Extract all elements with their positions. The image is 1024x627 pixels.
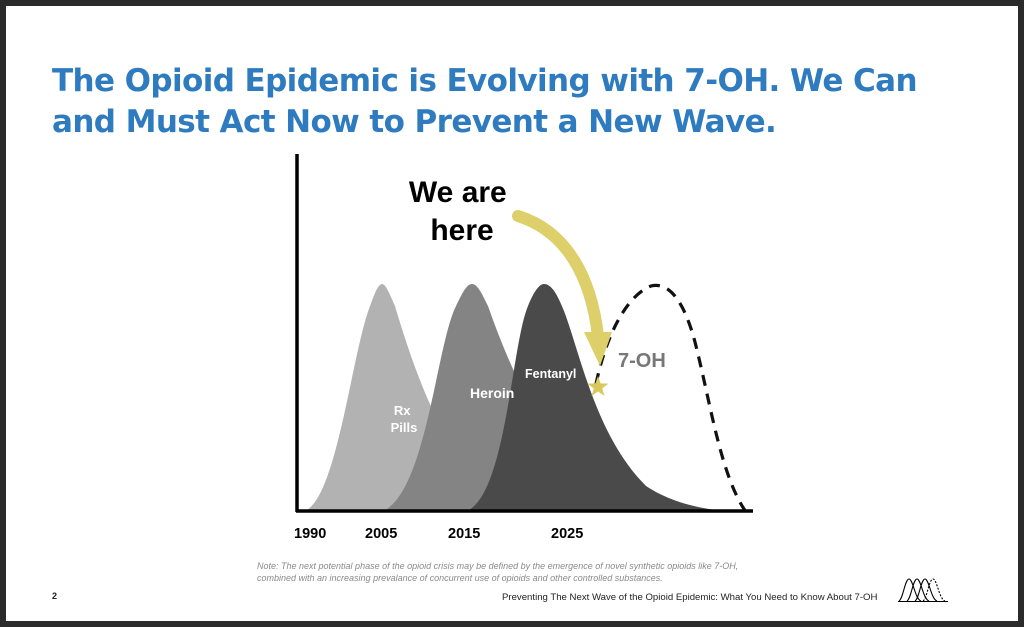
x-tick-label: 2005 (365, 526, 397, 542)
wave-7oh (594, 283, 748, 513)
page-number: 2 (52, 591, 58, 601)
annotation-we-are-here: We are here (409, 176, 515, 247)
series-label-7oh: 7-OH (618, 350, 666, 372)
series-label-fentanyl: Fentanyl (525, 367, 576, 381)
x-tick-label: 2025 (551, 526, 583, 542)
slide-title: The Opioid Epidemic is Evolving with 7-O… (52, 63, 918, 140)
annotation-arrow (512, 210, 604, 342)
wave-fentanyl (464, 284, 746, 512)
footer-title: Preventing The Next Wave of the Opioid E… (502, 592, 878, 603)
x-tick-label: 2015 (448, 526, 480, 542)
series-label-heroin: Heroin (470, 385, 514, 401)
series-label-rx-pills: Rx Pills (391, 403, 418, 435)
waves-logo (898, 578, 948, 603)
current-position-star (587, 376, 609, 396)
annotation-arrowhead (584, 332, 612, 366)
wave-chart: 1990 2005 2015 2025 Rx Pills Heroin Fent… (294, 154, 753, 542)
wave-heroin (381, 284, 746, 512)
wave-rx-pills (302, 284, 746, 512)
x-tick-label: 1990 (294, 526, 326, 542)
footnote: Note: The next potential phase of the op… (257, 561, 739, 583)
slide: The Opioid Epidemic is Evolving with 7-O… (6, 6, 1018, 621)
